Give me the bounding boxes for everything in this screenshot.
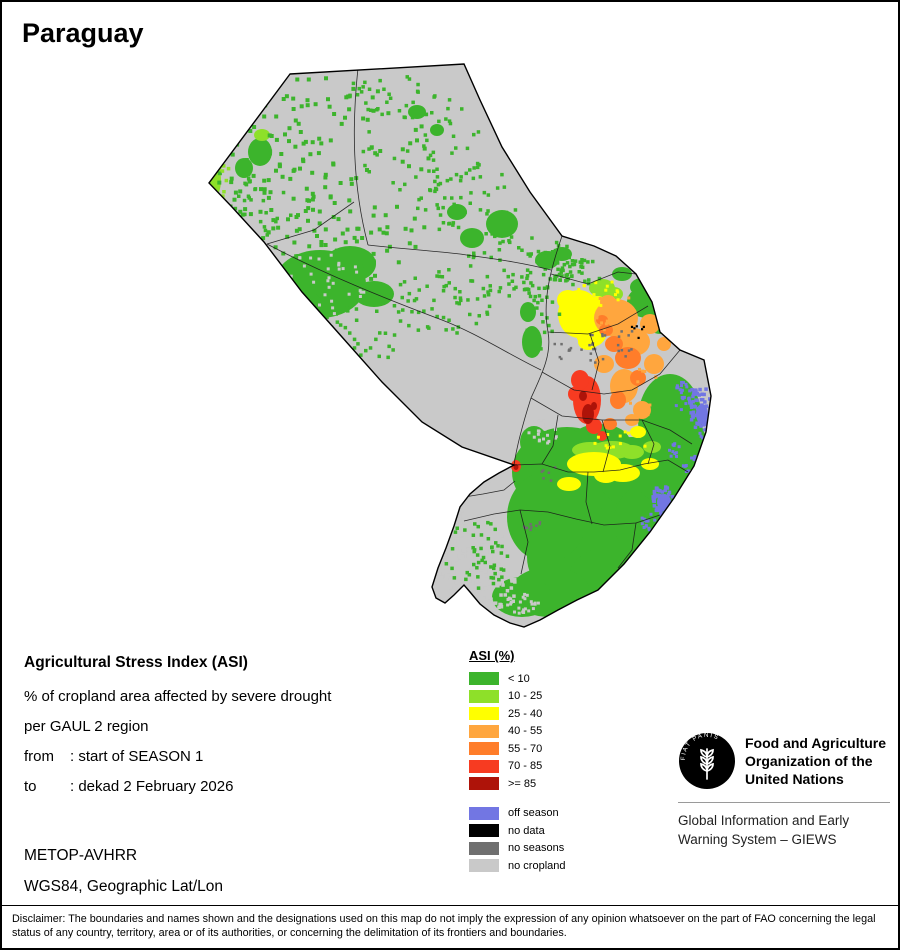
legend-label: 55 - 70 bbox=[508, 742, 543, 755]
giews-name: Global Information and Early Warning Sys… bbox=[678, 811, 890, 849]
department-boundaries bbox=[266, 67, 693, 575]
map-description: Agricultural Stress Index (ASI) % of cro… bbox=[24, 648, 331, 802]
legend-swatch bbox=[469, 759, 499, 773]
wheat-icon bbox=[700, 748, 714, 780]
fao-logo: FIAT PANIS bbox=[679, 732, 735, 789]
legend-row: 10 - 25 bbox=[469, 688, 566, 706]
legend-label: 70 - 85 bbox=[508, 760, 543, 773]
to-value: : dekad 2 February 2026 bbox=[70, 778, 234, 795]
legend-extra-list: off season no data no seasons no cropland bbox=[469, 805, 566, 875]
description-line-2: per GAUL 2 region bbox=[24, 718, 149, 735]
sensor-name: METOP-AVHRR bbox=[24, 847, 138, 864]
legend-swatch bbox=[469, 742, 499, 756]
description-line-1: % of cropland area affected by severe dr… bbox=[24, 688, 332, 705]
giews-line-1: Global Information and Early bbox=[678, 813, 850, 828]
fao-org-line-3: United Nations bbox=[745, 771, 844, 787]
legend-swatch bbox=[469, 689, 499, 703]
sensor-info: METOP-AVHRR WGS84, Geographic Lat/Lon bbox=[24, 840, 223, 902]
from-value: : start of SEASON 1 bbox=[70, 748, 204, 765]
country-outline bbox=[208, 63, 712, 628]
legend-swatch bbox=[469, 824, 499, 838]
to-row: to : dekad 2 February 2026 bbox=[24, 772, 331, 802]
legend-row: 70 - 85 bbox=[469, 758, 566, 776]
legend-label: no seasons bbox=[508, 842, 565, 855]
fao-header: FIAT PANIS Food and Agriculture Organiza… bbox=[678, 732, 890, 790]
page-title: Paraguay bbox=[22, 18, 144, 48]
to-label: to bbox=[24, 778, 37, 795]
legend-label: no cropland bbox=[508, 859, 566, 872]
from-label: from bbox=[24, 748, 54, 765]
legend-swatch bbox=[469, 841, 499, 855]
legend-label: < 10 bbox=[508, 672, 530, 685]
projection-name: WGS84, Geographic Lat/Lon bbox=[24, 878, 224, 895]
legend-row: 25 - 40 bbox=[469, 705, 566, 723]
legend-row: no cropland bbox=[469, 857, 566, 875]
legend-swatch bbox=[469, 672, 499, 686]
legend-label: 25 - 40 bbox=[508, 707, 543, 720]
legend-row: off season bbox=[469, 805, 566, 823]
fao-org-name: Food and Agriculture Organization of the… bbox=[745, 734, 886, 788]
disclaimer: Disclaimer: The boundaries and names sho… bbox=[2, 905, 898, 948]
legend-row: < 10 bbox=[469, 670, 566, 688]
fao-org-line-2: Organization of the bbox=[745, 753, 873, 769]
legend: ASI (%) < 10 10 - 25 25 - 40 40 - 55 55 - 70… bbox=[469, 648, 566, 875]
legend-label: no data bbox=[508, 824, 545, 837]
legend-label: >= 85 bbox=[508, 777, 537, 790]
fao-org-line-1: Food and Agriculture bbox=[745, 735, 887, 751]
legend-row: >= 85 bbox=[469, 775, 566, 793]
legend-swatch bbox=[469, 777, 499, 791]
legend-swatch bbox=[469, 707, 499, 721]
legend-row: no data bbox=[469, 822, 566, 840]
legend-label: 40 - 55 bbox=[508, 725, 543, 738]
legend-swatch bbox=[469, 724, 499, 738]
fao-block: FIAT PANIS Food and Agriculture Organiza… bbox=[678, 732, 890, 849]
legend-row: 40 - 55 bbox=[469, 723, 566, 741]
giews-line-2: Warning System – GIEWS bbox=[678, 832, 837, 847]
legend-label: 10 - 25 bbox=[508, 690, 543, 703]
legend-swatch bbox=[469, 859, 499, 873]
legend-label: off season bbox=[508, 807, 559, 820]
asi-heading: Agricultural Stress Index (ASI) bbox=[24, 654, 248, 671]
legend-row: 55 - 70 bbox=[469, 740, 566, 758]
legend-title: ASI (%) bbox=[469, 648, 515, 663]
from-row: from : start of SEASON 1 bbox=[24, 742, 331, 772]
divider bbox=[678, 802, 890, 803]
legend-swatch bbox=[469, 806, 499, 820]
legend-row: no seasons bbox=[469, 840, 566, 858]
legend-class-list: < 10 10 - 25 25 - 40 40 - 55 55 - 70 70 - 85 >… bbox=[469, 670, 566, 793]
